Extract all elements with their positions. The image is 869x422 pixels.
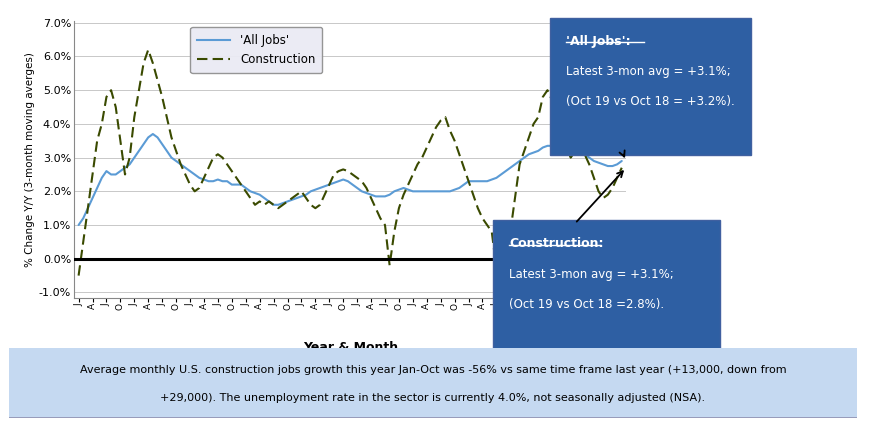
FancyBboxPatch shape bbox=[0, 347, 865, 419]
Text: 15: 15 bbox=[370, 358, 385, 368]
Text: Latest 3-mon avg = +3.1%;: Latest 3-mon avg = +3.1%; bbox=[565, 65, 729, 78]
Text: (Oct 19 vs Oct 18 =2.8%).: (Oct 19 vs Oct 18 =2.8%). bbox=[508, 298, 663, 311]
Text: Average monthly U.S. construction jobs growth this year Jan-Oct was -56% vs same: Average monthly U.S. construction jobs g… bbox=[79, 365, 786, 376]
Text: 18: 18 bbox=[537, 358, 553, 368]
Text: 10: 10 bbox=[92, 358, 107, 368]
Text: +29,000). The unemployment rate in the sector is currently 4.0%, not seasonally : +29,000). The unemployment rate in the s… bbox=[160, 393, 705, 403]
Text: (Oct 19 vs Oct 18 = +3.2%).: (Oct 19 vs Oct 18 = +3.2%). bbox=[565, 95, 733, 108]
Text: Construction:: Construction: bbox=[508, 237, 603, 250]
Text: Latest 3-mon avg = +3.1%;: Latest 3-mon avg = +3.1%; bbox=[508, 268, 673, 281]
Text: 13: 13 bbox=[259, 358, 274, 368]
Text: 12: 12 bbox=[203, 358, 218, 368]
Text: 14: 14 bbox=[315, 358, 329, 368]
FancyBboxPatch shape bbox=[493, 220, 720, 352]
Text: 11: 11 bbox=[147, 358, 163, 368]
Legend: 'All Jobs', Construction: 'All Jobs', Construction bbox=[190, 27, 322, 73]
Y-axis label: % Change Y/Y (3-month moving averges): % Change Y/Y (3-month moving averges) bbox=[24, 52, 35, 267]
Text: 'All Jobs':: 'All Jobs': bbox=[565, 35, 629, 48]
Text: 16: 16 bbox=[426, 358, 441, 368]
Text: 17: 17 bbox=[481, 358, 496, 368]
X-axis label: Year & Month: Year & Month bbox=[302, 341, 397, 354]
FancyBboxPatch shape bbox=[549, 18, 750, 155]
Text: 19: 19 bbox=[593, 358, 608, 368]
